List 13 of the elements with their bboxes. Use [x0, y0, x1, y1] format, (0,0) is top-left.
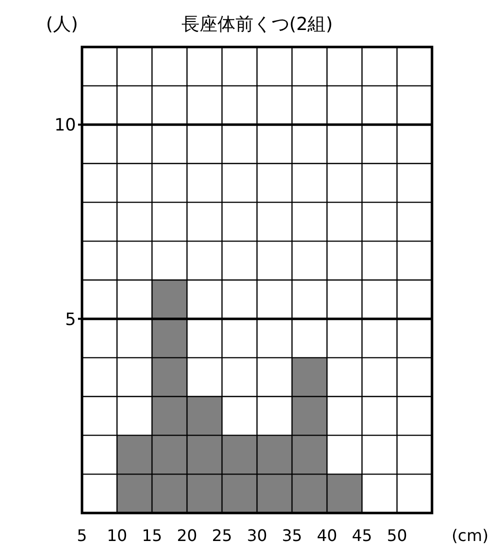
y-axis-title: (人) [46, 14, 78, 35]
x-tick-label: 35 [282, 526, 302, 545]
x-tick-label: 30 [246, 526, 268, 545]
x-tick-label: 50 [386, 526, 408, 545]
x-tick-label: 10 [106, 526, 128, 545]
x-tick-label: 5 [76, 526, 88, 545]
x-tick-label: 15 [142, 526, 162, 545]
x-tick-label: 45 [352, 526, 372, 545]
x-axis-title: (cm) [452, 526, 488, 545]
x-tick-label: 20 [176, 526, 198, 545]
x-tick-label: 40 [316, 526, 338, 545]
chart-title: 長座体前くつ(2組) [181, 14, 333, 35]
x-tick-label: 25 [212, 526, 232, 545]
